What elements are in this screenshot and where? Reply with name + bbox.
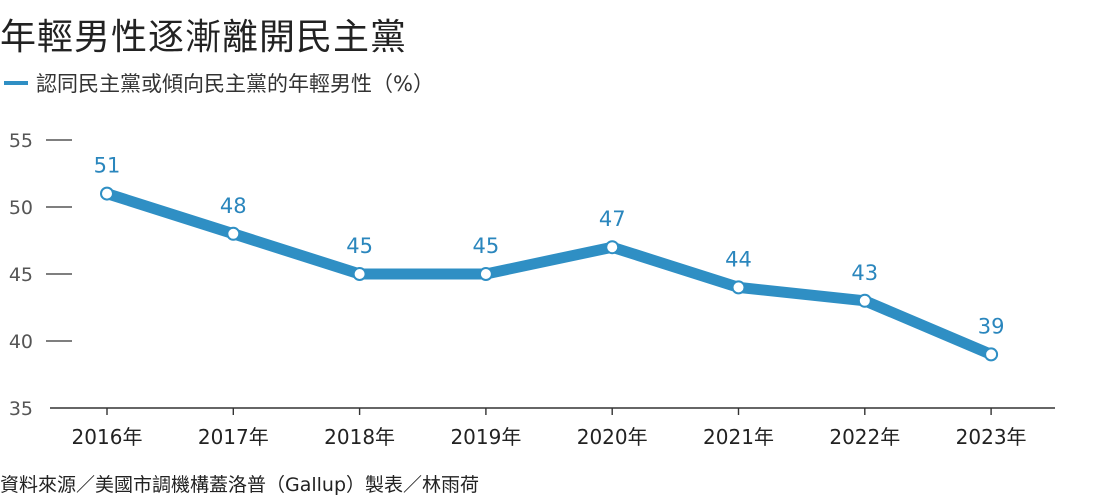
y-tick-label: 45 xyxy=(9,264,33,286)
x-tick-label: 2018年 xyxy=(324,425,395,449)
x-axis: 2016年 2017年 2018年 2019年 2020年 2021年 2022年 2023年 xyxy=(50,407,1055,449)
data-point xyxy=(352,267,367,281)
series-line xyxy=(101,188,997,360)
data-label: 45 xyxy=(346,234,373,258)
chart-title: 年輕男性逐漸離開民主黨 xyxy=(0,17,408,58)
data-label: 48 xyxy=(220,194,247,218)
data-label: 44 xyxy=(725,247,752,271)
data-point xyxy=(478,267,493,281)
data-point xyxy=(731,280,746,295)
legend: 認同民主黨或傾向民主黨的年輕男性（%） xyxy=(4,68,434,98)
source-note: 資料來源／美國市調機構蓋洛普（Gallup）製表／林雨荷 xyxy=(0,474,480,496)
x-tick-label: 2019年 xyxy=(450,425,521,449)
x-tick-label: 2022年 xyxy=(829,425,900,449)
data-point xyxy=(226,226,241,241)
x-tick-label: 2021年 xyxy=(703,425,774,449)
x-tick-label: 2016年 xyxy=(72,425,143,449)
data-label: 47 xyxy=(599,207,626,231)
data-point xyxy=(605,240,620,255)
data-label: 45 xyxy=(473,234,500,258)
x-tick-label: 2020年 xyxy=(577,425,648,449)
y-tick-label: 55 xyxy=(9,130,33,152)
data-label: 43 xyxy=(851,261,878,285)
data-point xyxy=(984,347,999,362)
legend-line-swatch xyxy=(4,81,28,85)
data-point xyxy=(100,186,114,201)
legend-label: 認同民主黨或傾向民主黨的年輕男性（%） xyxy=(36,72,434,96)
y-tick-label: 50 xyxy=(9,197,33,219)
data-labels: 51 48 45 45 47 44 43 39 xyxy=(94,154,1005,339)
data-label: 51 xyxy=(94,154,121,178)
y-tick-label: 35 xyxy=(9,398,33,420)
data-point xyxy=(857,293,872,308)
x-tick-label: 2023年 xyxy=(956,425,1027,449)
y-tick-label: 40 xyxy=(9,331,33,353)
x-tick-label: 2017年 xyxy=(198,425,269,449)
series-line-group xyxy=(100,186,999,362)
data-label: 39 xyxy=(978,314,1005,338)
y-axis: 35 40 45 50 55 xyxy=(9,130,72,420)
